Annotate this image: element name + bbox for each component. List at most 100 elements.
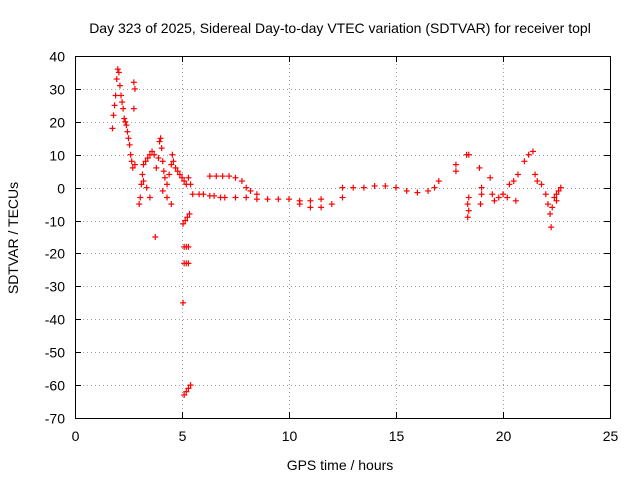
data-point xyxy=(111,102,118,109)
data-point xyxy=(174,168,181,175)
data-point xyxy=(129,164,136,171)
data-point xyxy=(489,191,496,198)
data-point xyxy=(153,164,160,171)
data-point xyxy=(166,171,173,178)
data-point xyxy=(548,224,555,231)
data-point xyxy=(532,171,539,178)
data-point xyxy=(464,201,471,208)
data-point xyxy=(161,174,168,181)
data-point xyxy=(158,145,165,152)
y-tick-label: -20 xyxy=(45,246,65,262)
data-point xyxy=(403,187,410,194)
data-point xyxy=(160,168,167,175)
x-tick-label: 15 xyxy=(389,428,405,444)
data-point xyxy=(180,220,187,227)
data-point xyxy=(124,128,131,135)
y-tick-label: -50 xyxy=(45,345,65,361)
data-point xyxy=(318,204,325,211)
data-point xyxy=(126,141,133,148)
data-point xyxy=(185,243,192,250)
data-point xyxy=(431,184,438,191)
data-point xyxy=(549,204,556,211)
data-point xyxy=(123,122,130,129)
data-point xyxy=(275,196,282,203)
grid-lines xyxy=(75,56,610,418)
data-point xyxy=(114,66,121,73)
data-point xyxy=(232,174,239,181)
data-point xyxy=(172,164,179,171)
data-point xyxy=(189,191,196,198)
x-tick-labels: 0 5 10 15 20 25 xyxy=(72,428,619,444)
data-point xyxy=(264,196,271,203)
data-point xyxy=(156,138,163,145)
data-point xyxy=(181,178,188,185)
data-point xyxy=(514,171,521,178)
data-point xyxy=(187,382,194,389)
data-point xyxy=(465,207,472,214)
data-point xyxy=(138,181,145,188)
y-axis-label: SDTVAR / TECUs xyxy=(5,182,21,294)
x-tick-label: 10 xyxy=(282,428,298,444)
data-point xyxy=(243,194,250,201)
data-point xyxy=(131,161,138,168)
data-point xyxy=(465,194,472,201)
data-point xyxy=(112,92,119,99)
data-point xyxy=(149,148,156,155)
data-point xyxy=(478,184,485,191)
data-point xyxy=(187,181,194,188)
data-point xyxy=(170,158,177,165)
data-point xyxy=(393,184,399,191)
data-point xyxy=(183,388,190,395)
data-point xyxy=(176,171,183,178)
data-point xyxy=(477,201,484,208)
data-point xyxy=(185,385,192,392)
data-point xyxy=(478,191,485,198)
data-point xyxy=(557,184,564,191)
data-point xyxy=(116,82,123,89)
data-point xyxy=(128,158,135,165)
data-point xyxy=(121,115,128,122)
data-point xyxy=(425,187,432,194)
data-point xyxy=(339,184,346,191)
data-point xyxy=(151,151,158,158)
data-point xyxy=(185,174,192,181)
y-tick-labels: -70 -60 -50 -40 -30 -20 -10 0 10 20 30 40 xyxy=(45,49,65,427)
data-point xyxy=(143,184,150,191)
data-point xyxy=(296,201,303,208)
x-tick-label: 5 xyxy=(179,428,187,444)
data-point xyxy=(157,135,164,142)
y-tick-label: -60 xyxy=(45,378,65,394)
data-point xyxy=(318,196,325,203)
data-point xyxy=(253,196,260,203)
data-point xyxy=(164,194,171,201)
data-point xyxy=(414,189,421,196)
data-point xyxy=(131,85,138,92)
data-point xyxy=(371,182,378,189)
data-point xyxy=(184,214,191,221)
y-tick-label: -10 xyxy=(45,214,65,230)
data-point xyxy=(551,194,558,201)
data-point xyxy=(181,391,188,398)
data-point xyxy=(452,161,459,168)
data-point xyxy=(221,194,228,201)
data-point xyxy=(495,194,502,201)
data-point xyxy=(435,178,442,185)
data-point xyxy=(547,210,554,217)
y-tick-label: 20 xyxy=(49,115,65,131)
data-point xyxy=(127,151,134,158)
data-point xyxy=(219,173,226,180)
data-point xyxy=(130,105,137,112)
data-point xyxy=(139,171,146,178)
data-point xyxy=(529,148,536,155)
data-point xyxy=(350,184,357,191)
data-point xyxy=(226,173,233,180)
x-tick-label: 25 xyxy=(603,428,619,444)
data-point xyxy=(553,191,560,198)
y-tick-label: 0 xyxy=(57,181,65,197)
chart-title: Day 323 of 2025, Sidereal Day-to-day VTE… xyxy=(89,20,591,36)
data-point xyxy=(159,158,166,165)
data-point xyxy=(510,178,517,185)
data-point xyxy=(544,201,551,208)
data-point xyxy=(206,173,213,180)
